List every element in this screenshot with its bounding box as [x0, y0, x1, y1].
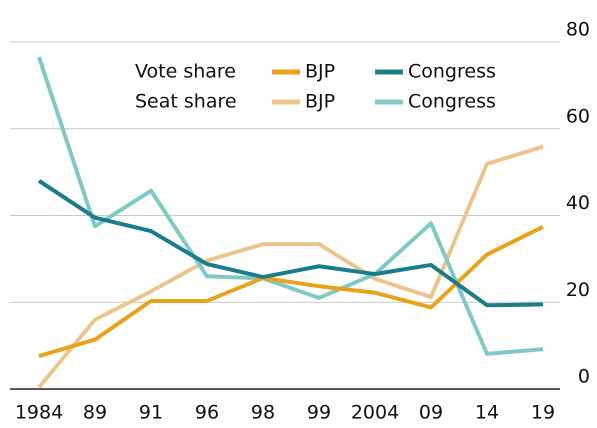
- series-line: [37, 179, 544, 308]
- legend-group-label: Seat share: [135, 91, 237, 113]
- y-tick-label: 60: [566, 105, 590, 127]
- x-tick-label: 89: [83, 402, 107, 424]
- legend-label: BJP: [305, 91, 335, 113]
- legend-group-label: Vote share: [135, 61, 236, 83]
- y-tick-label: 80: [566, 19, 590, 41]
- y-tick-label: 40: [566, 192, 590, 214]
- y-tick-label: 20: [566, 279, 590, 301]
- legend-label: Congress: [408, 91, 496, 113]
- x-tick-label: 14: [475, 402, 499, 424]
- series-line: [38, 224, 544, 358]
- x-tick-label: 19: [531, 402, 555, 424]
- series-line: [37, 144, 544, 389]
- x-tick-label: 1984: [15, 402, 63, 424]
- x-tick-label: 96: [195, 402, 219, 424]
- legend-label: Congress: [408, 61, 496, 83]
- legend-label: BJP: [305, 61, 335, 83]
- x-tick-label: 99: [307, 402, 331, 424]
- x-tick-label: 2004: [351, 402, 399, 424]
- x-tick-label: 09: [419, 402, 443, 424]
- x-tick-label: 98: [251, 402, 275, 424]
- series-line: [37, 56, 544, 356]
- y-tick-label: 0: [578, 366, 590, 388]
- x-tick-label: 91: [139, 402, 163, 424]
